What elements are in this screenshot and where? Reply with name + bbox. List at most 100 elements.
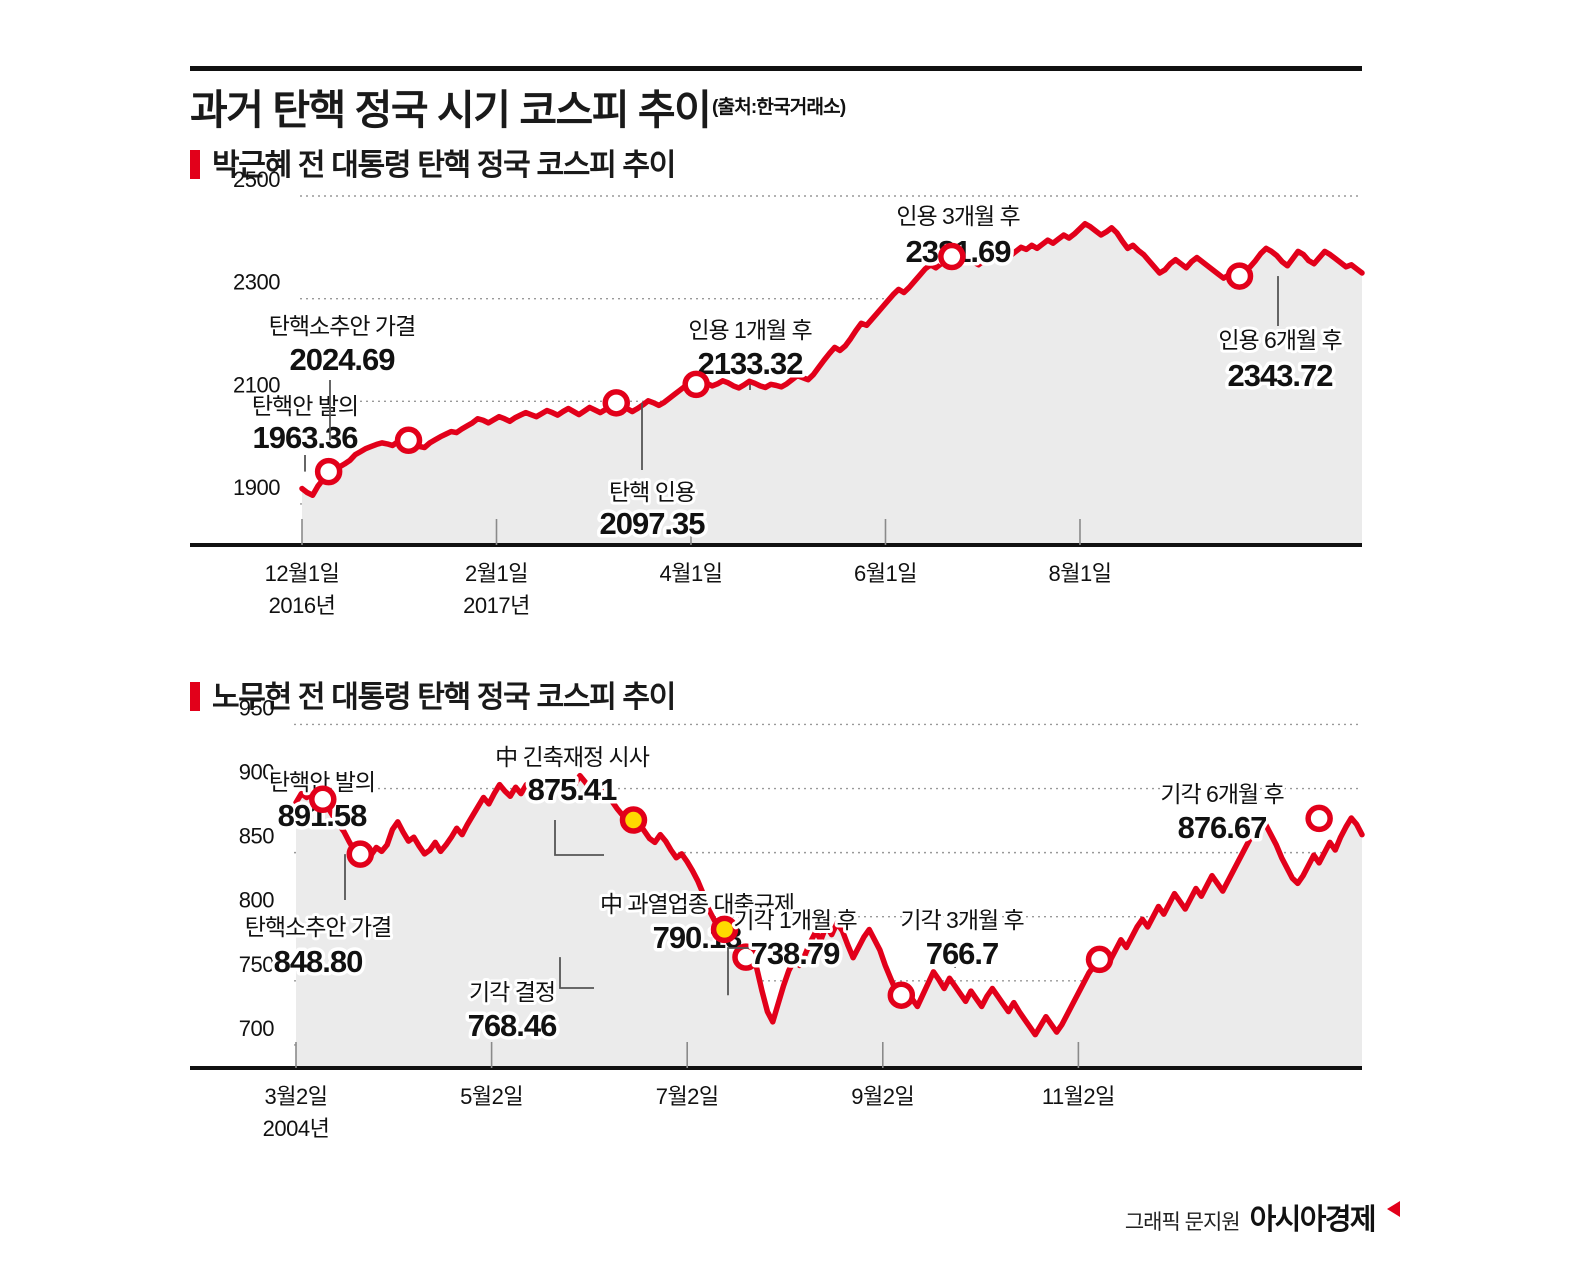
annotation-value: 876.67 [1178, 810, 1267, 845]
y-axis-tick: 800 [239, 888, 274, 913]
data-point-marker [938, 242, 966, 271]
annotation-value: 2133.32 [697, 346, 802, 381]
x-axis-tick: 12월1일 [265, 561, 340, 586]
annotation-label: 中 긴축재정 시사 [495, 744, 650, 770]
y-axis-tick: 850 [239, 824, 274, 849]
annotation-value: 2097.35 [599, 506, 705, 541]
x-axis-tick: 11월2일 [1042, 1084, 1115, 1109]
y-axis-tick: 2500 [233, 167, 280, 192]
annotation-value: 2133.32 [697, 346, 802, 381]
x-axis-tick: 8월1일 [1049, 561, 1112, 586]
annotation-label: 탄핵안 발의 [252, 393, 358, 419]
y-axis-tick: 2300 [233, 270, 280, 295]
annotation-label: 기각 결정 [469, 979, 555, 1005]
footer-credit: 그래픽 문지원 아시아경제 [1125, 1196, 1400, 1238]
brand-triangle-icon [1387, 1201, 1400, 1217]
annotation-value: 1963.36 [252, 420, 358, 455]
x-axis-tick: 3월2일 [265, 1084, 328, 1109]
x-axis-tick-year: 2016년 [269, 593, 336, 618]
accent-bar-icon [190, 150, 200, 179]
kospi-line [293, 772, 1365, 1038]
annotation-value: 2343.72 [1227, 358, 1332, 393]
annotation-label: 기각 1개월 후 [733, 907, 856, 933]
annotation-label: 탄핵소추안 가결 [269, 313, 416, 339]
y-axis-tick: 2100 [233, 372, 280, 397]
annotation-label: 中 긴축재정 시사 [495, 744, 650, 770]
data-point-marker [309, 785, 337, 814]
accent-bar-icon [190, 682, 200, 711]
section-heading-park: 박근혜 전 대통령 탄핵 정국 코스피 추이 [190, 140, 676, 184]
annotation-label: 中 과열업종 대출규제 [600, 891, 794, 917]
annotation-label: 탄핵소추안 가결 [245, 914, 392, 940]
annotation-value: 876.67 [1178, 810, 1267, 845]
data-point-marker [732, 943, 760, 971]
kospi-line [299, 220, 1365, 498]
annotation-label: 탄핵 인용 [609, 479, 695, 505]
annotation-label: 인용 1개월 후 [688, 317, 811, 343]
title-divider [190, 66, 1362, 71]
x-axis-tick: 2월1일 [465, 561, 528, 586]
x-axis-tick: 7월2일 [656, 1084, 719, 1109]
data-point-marker [1225, 262, 1254, 290]
x-axis-tick-year: 2017년 [463, 593, 530, 618]
annotation-value: 766.7 [926, 936, 999, 971]
chart-park-geun-hye: 2500 2300 2100 1900 12월1일 2016년 2월1일 2017년 4월1일 6… [190, 167, 1365, 618]
chart-park-svg: 2500 2300 2100 1900 12월1일 2016년 2월1일 2017년 4월1일 6… [190, 167, 1365, 618]
annotation-label: 기각 3개월 후 [900, 907, 1023, 933]
y-axis-tick: 700 [239, 1016, 274, 1041]
y-axis-tick: 1900 [233, 475, 280, 500]
data-point-marker [314, 457, 343, 486]
page-title: 과거 탄핵 정국 시기 코스피 추이 [190, 87, 712, 133]
annotation-label: 인용 3개월 후 [896, 203, 1019, 229]
data-point-marker [602, 389, 631, 417]
annotation-label: 기각 3개월 후 [900, 907, 1023, 933]
data-point-marker [1085, 945, 1114, 974]
graphic-credit-label: 그래픽 문지원 [1124, 1211, 1241, 1234]
data-point-marker [394, 426, 423, 455]
annotation-label: 인용 6개월 후 [1218, 327, 1341, 353]
y-axis-tick: 900 [239, 760, 274, 785]
annotation-value: 768.46 [468, 1008, 558, 1043]
annotation-label: 탄핵 인용 [609, 479, 695, 505]
annotation-label: 기각 1개월 후 [733, 907, 856, 933]
annotation-label: 인용 6개월 후 [1218, 327, 1341, 353]
annotation-label: 탄핵안 발의 [252, 393, 358, 419]
annotation-value: 2097.35 [599, 506, 705, 541]
data-point-marker [887, 981, 916, 1009]
chart-area-fill [296, 775, 1362, 1068]
data-point-marker [1305, 804, 1333, 833]
section-heading-roh-label: 노무현 전 대통령 탄핵 정국 코스피 추이 [212, 681, 676, 714]
section-heading-park-label: 박근혜 전 대통령 탄핵 정국 코스피 추이 [212, 149, 676, 182]
annotation-value: 848.80 [274, 944, 363, 979]
chart-roh-svg: 950 900 850 800 750 700 3월2일 2004년 5월2일 7월2일 9월2일 1… [190, 695, 1365, 1141]
x-axis-tick: 6월1일 [854, 561, 917, 586]
annotation-label: 탄핵소추안 가결 [245, 914, 392, 940]
x-axis-tick: 4월1일 [660, 561, 723, 586]
data-point-marker [710, 915, 739, 944]
chart-roh-moo-hyun: 950 900 850 800 750 700 3월2일 2004년 5월2일 7월2일 9월2일 1… [0, 640, 1596, 1277]
annotation-value: 766.7 [926, 936, 999, 971]
annotation-label: 기각 6개월 후 [1160, 781, 1283, 807]
annotation-label: 탄핵소추안 가결 [269, 313, 416, 339]
annotation-value: 875.41 [528, 772, 618, 807]
annotation-label: 기각 결정 [469, 979, 555, 1005]
x-axis-tick: 5월2일 [460, 1084, 523, 1109]
data-point-marker [619, 806, 648, 834]
annotation-value: 2024.69 [289, 342, 395, 377]
annotation-value: 848.80 [274, 944, 363, 979]
data-point-marker [346, 840, 375, 868]
annotation-value: 768.46 [468, 1008, 558, 1043]
brand-label: 아시아경제 [1249, 1204, 1377, 1236]
annotation-label: 中 과열업종 대출규제 [600, 891, 794, 917]
annotation-value: 738.79 [751, 936, 841, 971]
